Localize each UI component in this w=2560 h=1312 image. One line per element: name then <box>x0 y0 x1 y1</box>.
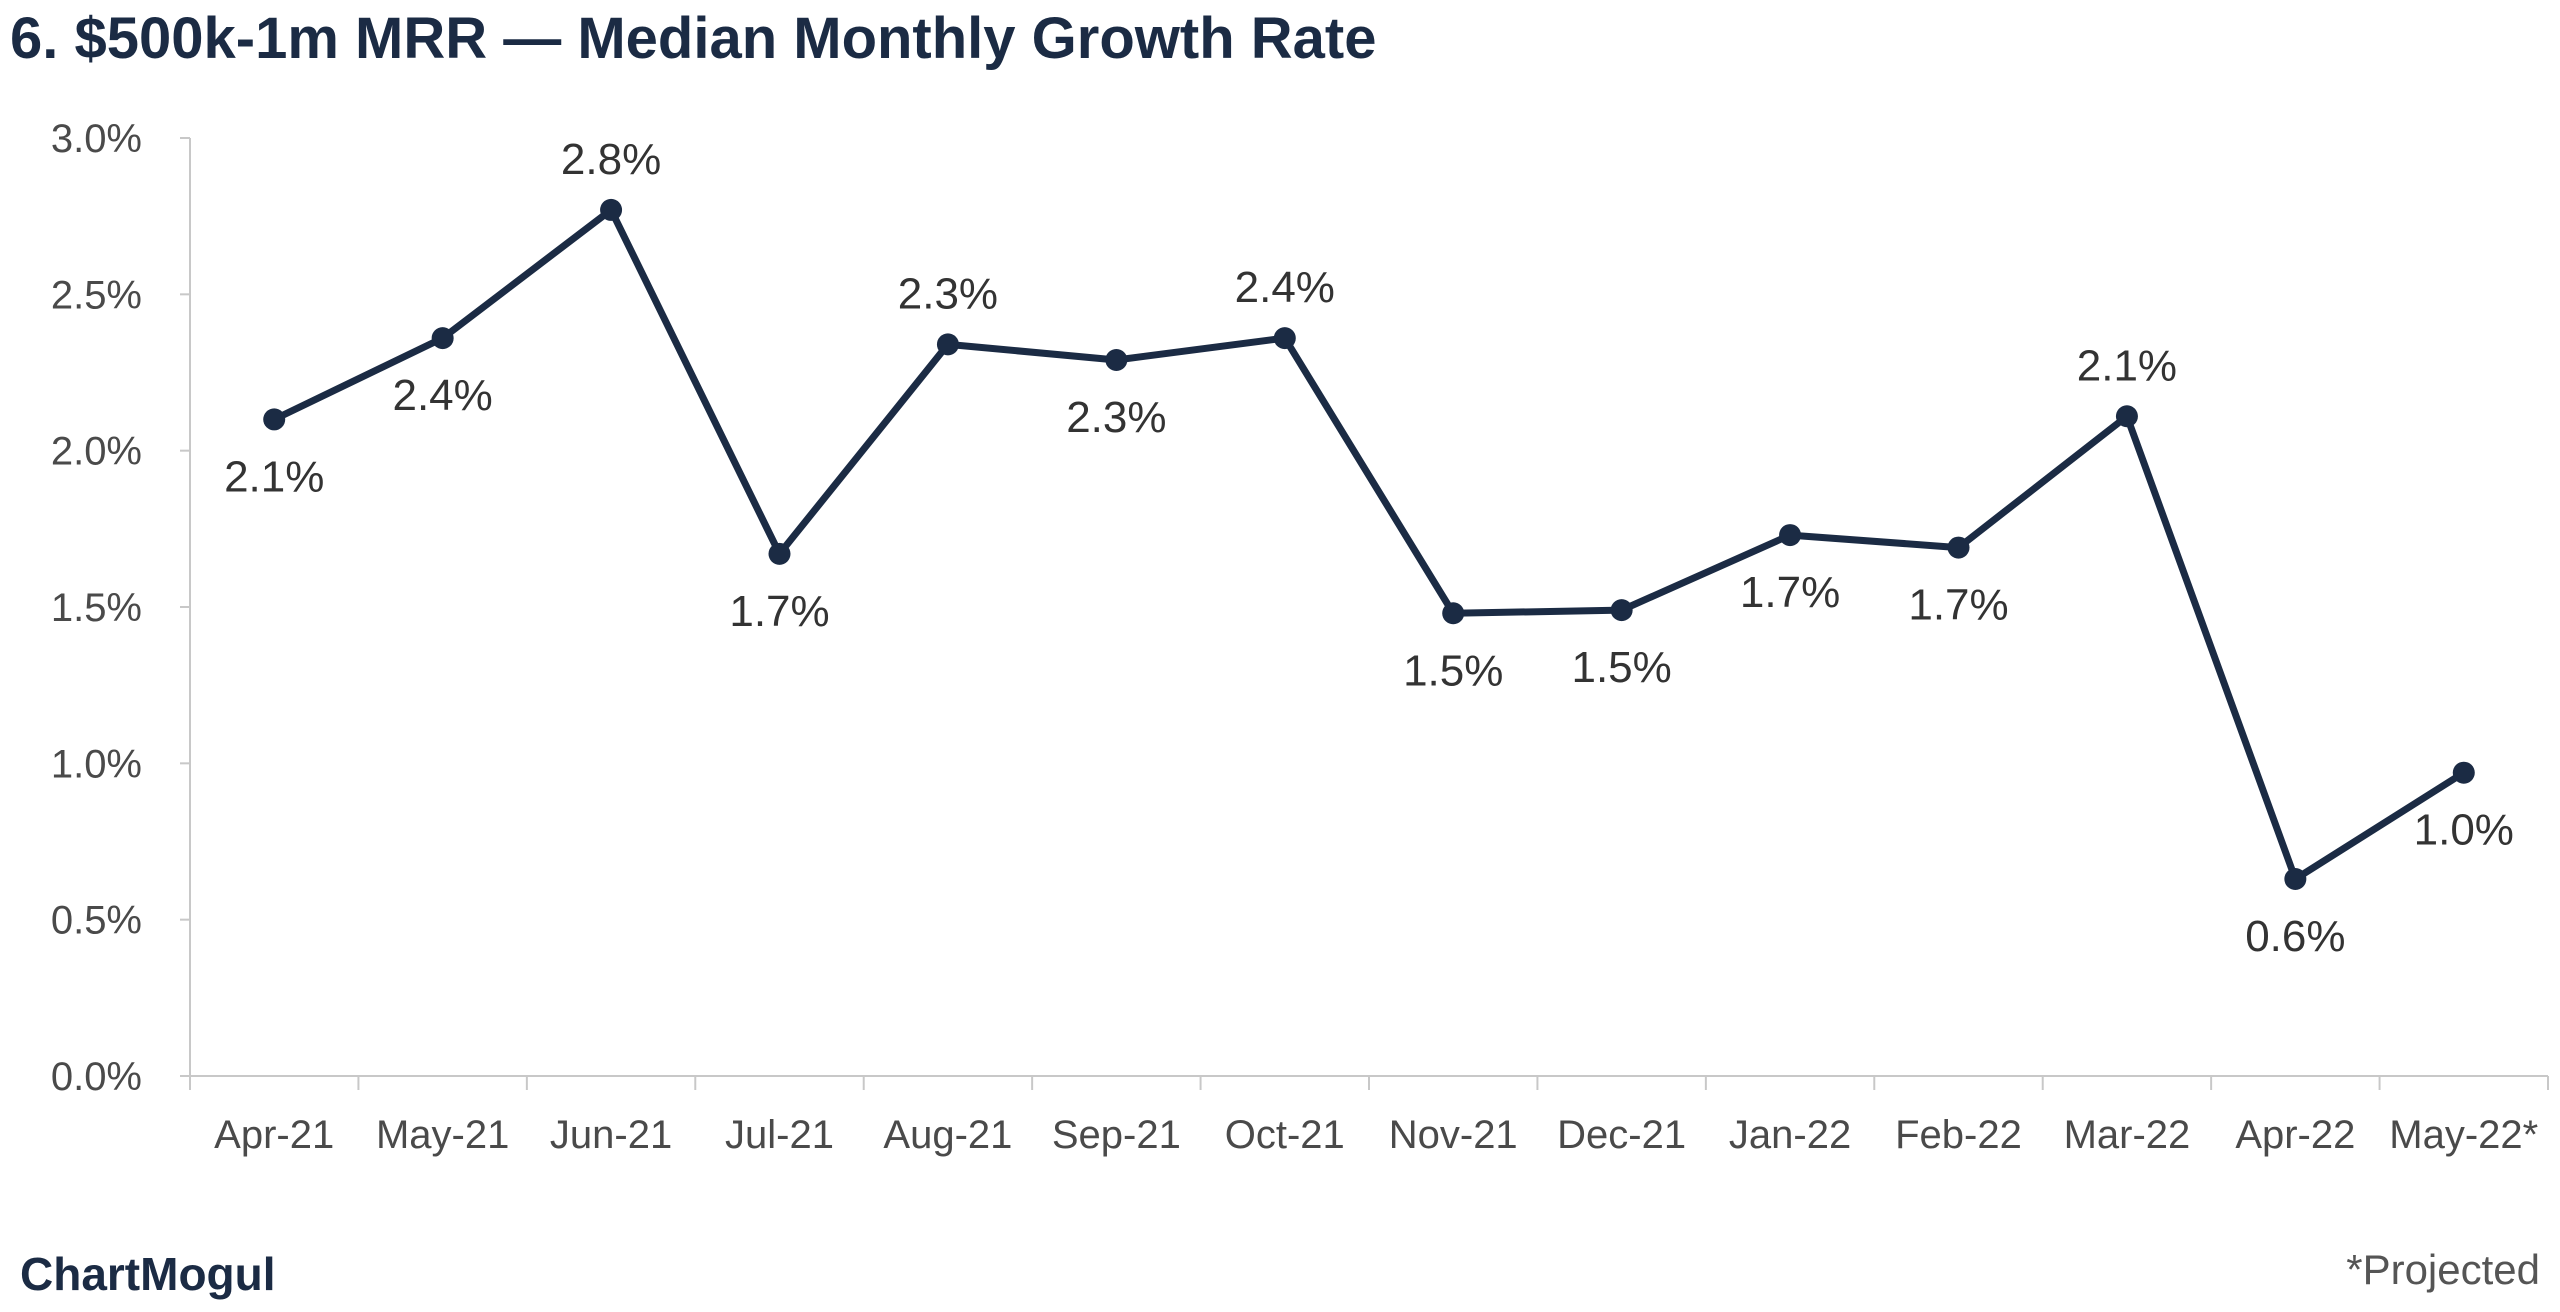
data-label: 2.8% <box>561 135 661 184</box>
x-axis: Apr-21 May-21 Jun-21 Jul-21 Aug-21 Sep-21 Oct-… <box>189 1075 2549 1157</box>
data-labels-group: 2.1% 2.4% 2.8% 1.7% 2.3% 2.3% 2.4% 1.5% 1.5% 1.7%… <box>224 135 2514 961</box>
chart-title: 6. $500k-1m MRR — Median Monthly Growth … <box>10 6 1376 71</box>
data-label: 2.1% <box>2077 341 2177 390</box>
x-tick-label: Mar-22 <box>2064 1113 2191 1157</box>
projected-footnote: *Projected <box>2346 1246 2540 1293</box>
x-tick-label: May-22* <box>2389 1113 2538 1157</box>
data-point <box>263 408 286 431</box>
data-point <box>1779 524 1802 547</box>
data-point <box>2284 868 2307 891</box>
y-tick-label: 0.0% <box>51 1055 142 1099</box>
data-label: 2.1% <box>224 452 324 501</box>
data-point <box>1442 602 1465 625</box>
x-tick-label: Apr-21 <box>214 1113 334 1157</box>
x-tick-label: Aug-21 <box>883 1113 1012 1157</box>
x-tick-label: Sep-21 <box>1052 1113 1181 1157</box>
data-point <box>2115 405 2138 428</box>
data-point <box>1105 348 1128 371</box>
y-tick-label: 2.5% <box>51 273 142 317</box>
data-label: 2.4% <box>392 371 492 420</box>
x-tick-label: Apr-22 <box>2235 1113 2355 1157</box>
x-tick-label: Dec-21 <box>1557 1113 1686 1157</box>
data-label: 2.4% <box>1235 263 1335 312</box>
x-tick-label: May-21 <box>376 1113 509 1157</box>
data-label: 2.3% <box>1066 393 1166 442</box>
data-label: 1.7% <box>1740 568 1840 617</box>
data-label: 0.6% <box>2245 912 2345 961</box>
data-point <box>936 333 959 356</box>
x-tick-label: Jun-21 <box>550 1113 672 1157</box>
data-point <box>1273 327 1296 350</box>
x-tick-label: Feb-22 <box>1895 1113 2022 1157</box>
series-line <box>270 206 2468 883</box>
y-tick-label: 0.5% <box>51 899 142 943</box>
data-label: 1.5% <box>1403 646 1503 695</box>
x-tick-label: Jul-21 <box>725 1113 834 1157</box>
data-label: 1.7% <box>729 587 829 636</box>
data-point <box>2452 761 2475 784</box>
data-point <box>1610 599 1633 622</box>
x-tick-label: Jan-22 <box>1729 1113 1851 1157</box>
chartmogul-logo: ChartMogul <box>20 1248 276 1300</box>
data-point <box>600 198 623 221</box>
y-tick-label: 2.0% <box>51 430 142 474</box>
y-tick-label: 3.0% <box>51 117 142 161</box>
data-point <box>431 327 454 350</box>
x-tick-label: Nov-21 <box>1389 1113 1518 1157</box>
x-tick-label: Oct-21 <box>1225 1113 1345 1157</box>
y-tick-label: 1.0% <box>51 742 142 786</box>
data-label: 1.5% <box>1571 643 1671 692</box>
data-label: 2.3% <box>898 269 998 318</box>
data-point <box>1947 536 1970 559</box>
data-point <box>768 542 791 565</box>
y-tick-label: 1.5% <box>51 586 142 630</box>
data-label: 1.7% <box>1908 581 2008 630</box>
series-line-group <box>263 198 2475 891</box>
y-axis: 0.0% 0.5% 1.0% 1.5% 2.0% 2.5% 3.0% <box>51 117 191 1099</box>
data-label: 1.0% <box>2414 806 2514 855</box>
